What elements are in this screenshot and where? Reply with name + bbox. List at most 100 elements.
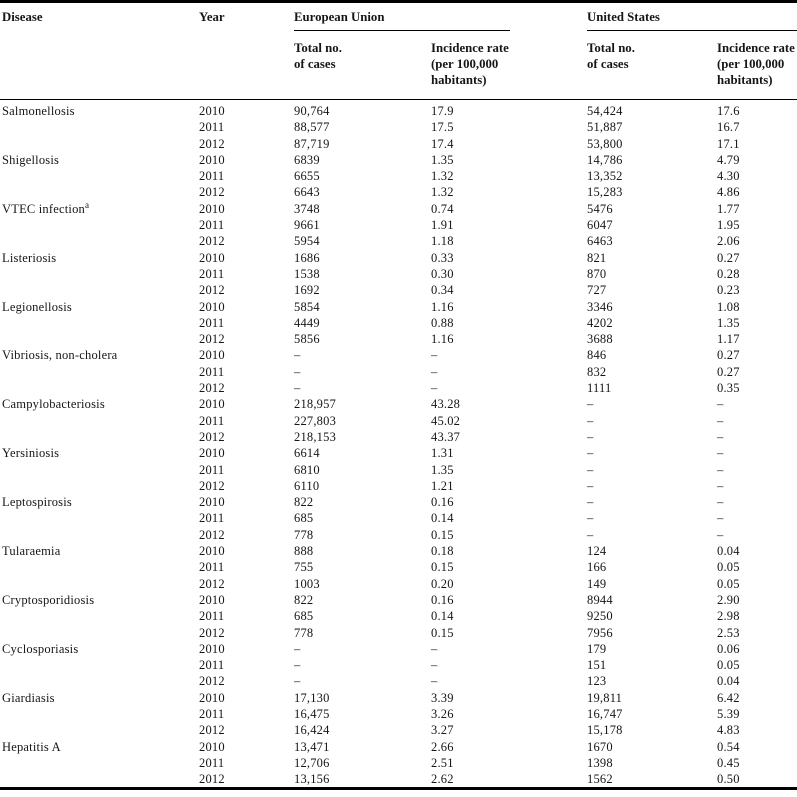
us-total-cases-cell: 6047 [587, 218, 613, 233]
eu-incidence-rate-cell: – [431, 641, 438, 656]
us-total-cases-cell: 1562 [587, 772, 613, 787]
eu-total-cases-cell: – [294, 381, 301, 396]
us-incidence-rate-cell: 0.06 [717, 641, 740, 656]
table-row: 2011 6810 1.35 – – [0, 462, 797, 478]
us-total-cases-cell: 6463 [587, 234, 613, 249]
disease-cell [0, 527, 197, 543]
year-cell: 2012 [199, 381, 225, 396]
eu-total-cases-cell: 4449 [294, 315, 320, 330]
us-total-cases-cell: 5476 [587, 201, 613, 216]
disease-cell: VTEC infectiona [2, 199, 90, 216]
year-cell: 2010 [199, 641, 225, 656]
eu-total-cases-cell: 6614 [294, 446, 320, 461]
table-row: 2012 16,424 3.27 15,178 4.83 [0, 722, 797, 738]
table-row: Cyclosporiasis 2010 – – 179 0.06 [0, 641, 797, 657]
eu-incidence-rate-cell: 1.31 [431, 446, 454, 461]
year-cell: 2011 [199, 315, 225, 330]
table-row: Hepatitis A 2010 13,471 2.66 1670 0.54 [0, 739, 797, 755]
eu-total-cases-cell: 6810 [294, 462, 320, 477]
eu-incidence-rate-cell: 1.32 [431, 185, 454, 200]
disease-cell: Giardiasis [2, 690, 55, 705]
disease-cell [0, 119, 197, 135]
year-cell: 2011 [199, 364, 225, 379]
us-incidence-rate-cell: 1.17 [717, 332, 740, 347]
eu-total-cases-cell: 16,475 [294, 706, 330, 721]
eu-incidence-rate-cell: 2.51 [431, 755, 454, 770]
disease-cell [0, 364, 197, 380]
us-total-cases-cell: 870 [587, 266, 607, 281]
us-incidence-rate-cell: 4.83 [717, 723, 740, 738]
eu-total-cases-cell: 778 [294, 625, 314, 640]
year-cell: 2010 [199, 397, 225, 412]
us-incidence-rate-cell: – [717, 527, 724, 542]
eu-incidence-rate-cell: 0.74 [431, 201, 454, 216]
us-incidence-rate-cell: 2.06 [717, 234, 740, 249]
us-total-cases-cell: 13,352 [587, 169, 623, 184]
us-incidence-rate-cell: 0.04 [717, 544, 740, 559]
disease-cell [0, 625, 197, 641]
year-cell: 2011 [199, 755, 225, 770]
disease-cell [0, 233, 197, 249]
us-incidence-rate-cell: 0.54 [717, 739, 740, 754]
eu-total-cases-cell: 6110 [294, 478, 320, 493]
us-total-cases-cell: – [587, 495, 594, 510]
disease-cell: Tularaemia [2, 544, 61, 559]
year-cell: 2011 [199, 609, 225, 624]
table-row: Vibriosis, non-cholera 2010 – – 846 0.27 [0, 347, 797, 363]
eu-incidence-rate-cell: 1.21 [431, 478, 454, 493]
table-row: 2011 12,706 2.51 1398 0.45 [0, 755, 797, 771]
table-row: 2011 88,577 17.5 51,887 16.7 [0, 119, 797, 135]
disease-cell [0, 331, 197, 347]
us-total-cases-cell: 3688 [587, 332, 613, 347]
us-incidence-rate-cell: 17.1 [717, 136, 740, 151]
eu-incidence-rate-cell: 1.16 [431, 332, 454, 347]
table-row: 2011 755 0.15 166 0.05 [0, 559, 797, 575]
disease-cell [0, 282, 197, 298]
eu-incidence-rate-cell: 43.37 [431, 429, 461, 444]
year-cell: 2011 [199, 120, 225, 135]
disease-cell [0, 576, 197, 592]
us-total-cases-cell: 166 [587, 560, 607, 575]
year-cell: 2010 [199, 152, 225, 167]
us-incidence-rate-cell: 0.23 [717, 283, 740, 298]
column-header-disease-label: Disease [2, 10, 43, 24]
table-row: 2011 685 0.14 9250 2.98 [0, 608, 797, 624]
eu-incidence-rate-cell: 0.15 [431, 560, 454, 575]
us-total-cases-cell: 7956 [587, 625, 613, 640]
eu-total-cases-cell: 87,719 [294, 136, 330, 151]
us-total-cases-cell: 19,811 [587, 690, 623, 705]
disease-cell [0, 217, 197, 233]
year-cell: 2012 [199, 429, 225, 444]
eu-total-cases-cell: – [294, 348, 301, 363]
us-total-cases-cell: 123 [587, 674, 607, 689]
group-header-european-union-label: European Union [294, 9, 511, 31]
eu-total-cases-cell: 778 [294, 527, 314, 542]
table-row: Salmonellosis 2010 90,764 17.9 54,424 17.6 [0, 99, 797, 120]
year-cell: 2011 [199, 169, 225, 184]
eu-incidence-rate-cell: 0.14 [431, 511, 454, 526]
table-row: 2012 13,156 2.62 1562 0.50 [0, 771, 797, 789]
table-row: 2012 – – 123 0.04 [0, 673, 797, 689]
year-cell: 2010 [199, 348, 225, 363]
disease-cell [0, 136, 197, 152]
us-incidence-rate-cell: 2.53 [717, 625, 740, 640]
us-total-cases-cell: 832 [587, 364, 607, 379]
us-total-cases-cell: 151 [587, 658, 607, 673]
disease-cell: Campylobacteriosis [2, 397, 105, 412]
disease-cell: Leptospirosis [2, 495, 72, 510]
table-row: 2011 227,803 45.02 – – [0, 413, 797, 429]
year-cell: 2010 [199, 299, 225, 314]
year-cell: 2010 [199, 544, 225, 559]
table-row: Campylobacteriosis 2010 218,957 43.28 – – [0, 396, 797, 412]
us-incidence-rate-cell: 2.90 [717, 592, 740, 607]
us-incidence-rate-cell: 4.30 [717, 169, 740, 184]
year-cell: 2010 [199, 592, 225, 607]
us-incidence-rate-cell: 2.98 [717, 609, 740, 624]
year-cell: 2012 [199, 576, 225, 591]
disease-cell [0, 315, 197, 331]
eu-incidence-rate-cell: 0.14 [431, 609, 454, 624]
eu-incidence-rate-cell: 0.16 [431, 495, 454, 510]
disease-cell [0, 478, 197, 494]
eu-total-cases-cell: 1538 [294, 266, 320, 281]
year-cell: 2012 [199, 332, 225, 347]
